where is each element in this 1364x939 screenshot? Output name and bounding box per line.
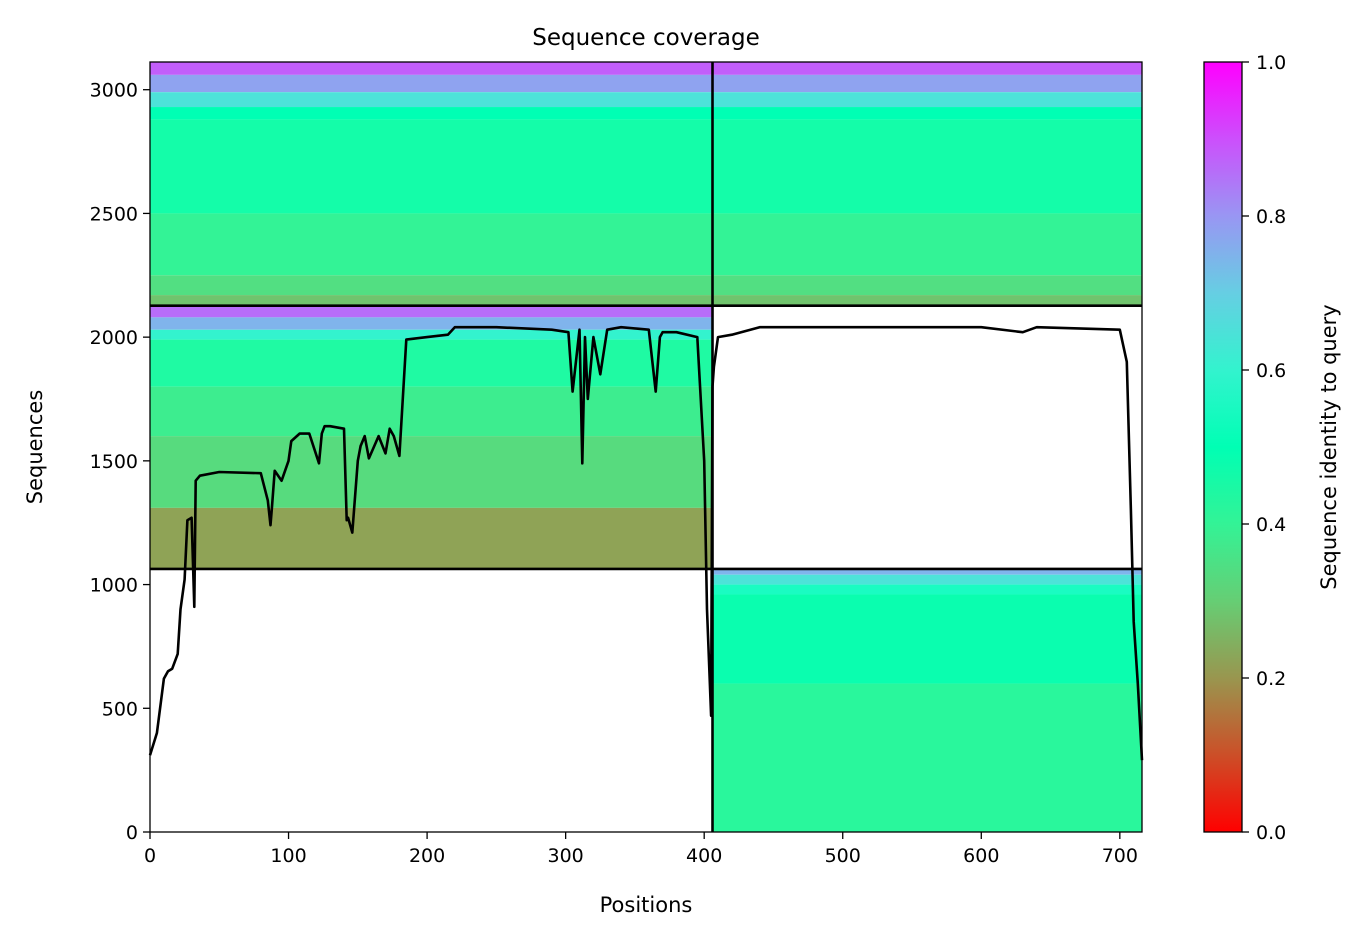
coverage-band-middle-3-2	[150, 317, 713, 330]
coverage-band-bottom-4-2	[712, 574, 1142, 585]
coverage-band-top-2-6	[712, 213, 1142, 276]
colorbar: 0.0 0.2 0.4 0.6 0.8 1.0 Sequence identity to …	[1203, 52, 1341, 844]
colorbar-ticks: 0.0 0.2 0.4 0.6 0.8 1.0	[1242, 52, 1286, 844]
y-tick-label: 0	[126, 822, 138, 844]
coverage-band-top-1-2	[150, 74, 713, 93]
coverage-band-top-2-8	[712, 295, 1142, 306]
y-axis-label: Sequences	[23, 390, 47, 505]
x-tick-label: 0	[144, 845, 156, 867]
coverage-band-middle-3-3	[150, 329, 713, 340]
x-axis: 0 100 200 300 400 500 600 700	[144, 832, 1138, 867]
plot-area	[148, 61, 1144, 833]
coverage-band-bottom-4-1	[712, 568, 1142, 575]
coverage-band-bottom-4-3	[712, 584, 1142, 595]
colorbar-tick-label: 0.6	[1256, 360, 1286, 382]
x-tick-label: 300	[548, 845, 584, 867]
coverage-band-middle-3-4	[150, 339, 713, 387]
colorbar-tick-label: 0.4	[1256, 514, 1286, 536]
coverage-band-top-2-3	[712, 92, 1142, 108]
coverage-band-top-1-3	[150, 92, 713, 108]
colorbar-tick-label: 0.8	[1256, 206, 1286, 228]
coverage-band-top-2-5	[712, 119, 1142, 214]
colorbar-tick-label: 0.2	[1256, 668, 1286, 690]
plot-frame	[149, 61, 1143, 833]
coverage-line-layer	[148, 325, 1144, 761]
coverage-band-top-1-8	[150, 295, 713, 306]
coverage-band-top-2-2	[712, 74, 1142, 93]
chart-title: Sequence coverage	[532, 25, 760, 51]
coverage-heatmap	[150, 62, 1142, 832]
coverage-band-top-2-7	[712, 275, 1142, 296]
x-tick-label: 100	[270, 845, 306, 867]
coverage-band-bottom-4-5	[712, 683, 1142, 832]
y-tick-label: 2000	[90, 327, 138, 349]
x-axis-label: Positions	[600, 893, 693, 917]
coverage-band-middle-3-1	[150, 305, 713, 318]
y-tick-label: 1500	[90, 451, 138, 473]
x-tick-label: 200	[409, 845, 445, 867]
coverage-band-top-2-1	[712, 62, 1142, 75]
coverage-band-middle-3-7	[150, 507, 713, 569]
y-tick-label: 2500	[90, 203, 138, 225]
x-tick-label: 400	[686, 845, 722, 867]
coverage-band-top-1-1	[150, 62, 713, 75]
colorbar-gradient	[1203, 61, 1243, 833]
x-tick-label: 500	[825, 845, 861, 867]
coverage-band-top-2-4	[712, 107, 1142, 120]
coverage-band-bottom-4-4	[712, 594, 1142, 684]
y-tick-label: 3000	[90, 80, 138, 102]
colorbar-tick-label: 0.0	[1256, 822, 1286, 844]
colorbar-label: Sequence identity to query	[1317, 304, 1341, 589]
coverage-band-top-1-5	[150, 119, 713, 214]
coverage-band-top-1-7	[150, 275, 713, 296]
x-tick-label: 700	[1102, 845, 1138, 867]
y-tick-label: 500	[102, 698, 138, 720]
coverage-band-top-1-4	[150, 107, 713, 120]
coverage-band-top-1-6	[150, 213, 713, 276]
coverage-band-middle-3-5	[150, 386, 713, 437]
x-tick-label: 600	[963, 845, 999, 867]
y-tick-label: 1000	[90, 575, 138, 597]
colorbar-tick-label: 1.0	[1256, 52, 1286, 74]
coverage-line	[148, 325, 1144, 761]
y-axis: 0 500 1000 1500 2000 2500 3000	[90, 80, 150, 844]
